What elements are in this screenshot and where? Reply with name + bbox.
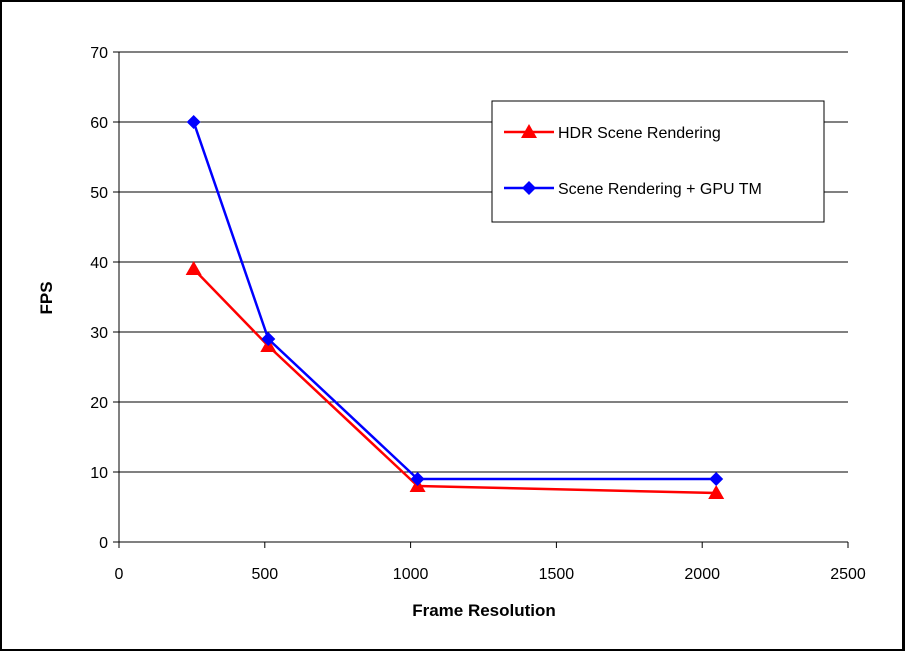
triangle-marker [185,261,202,275]
diamond-marker [261,332,276,346]
y-axis-title: FPS [37,281,56,314]
x-tick-label: 2000 [684,566,720,583]
hdr-scene-rendering-line [192,268,717,495]
y-tick-label: 10 [90,465,108,482]
legend-triangle-marker [521,124,537,138]
axes: 0 10 20 30 40 50 60 70 0 500 1000 1500 2000 2500 [90,45,866,583]
x-tick-label: 1000 [393,566,429,583]
diamond-marker [186,115,201,129]
legend-box [491,100,825,223]
legend-diamond-marker [522,181,536,195]
y-tick-label: 30 [90,325,108,342]
x-tick-label: 0 [115,566,124,583]
x-tick-label: 1500 [539,566,575,583]
y-tick-label: 70 [90,45,108,62]
legend-label: HDR Scene Rendering [558,125,721,142]
y-tick-label: 20 [90,395,108,412]
x-tick-label: 2500 [830,566,866,583]
y-tick-label: 60 [90,115,108,132]
data-markers [185,115,725,499]
diamond-marker [410,472,425,486]
x-tick-label: 500 [251,566,278,583]
series-lines [192,121,717,495]
triangle-marker [708,485,725,499]
diamond-marker [709,472,724,486]
y-tick-label: 50 [90,185,108,202]
y-tick-label: 40 [90,255,108,272]
legend-label: Scene Rendering + GPU TM [558,181,762,198]
y-tick-label: 0 [99,535,108,552]
scene-rendering-gpu-tm-line [192,121,717,481]
legend: HDR Scene Rendering Scene Rendering + GPU… [491,100,825,223]
x-axis-title: Frame Resolution [412,601,556,620]
